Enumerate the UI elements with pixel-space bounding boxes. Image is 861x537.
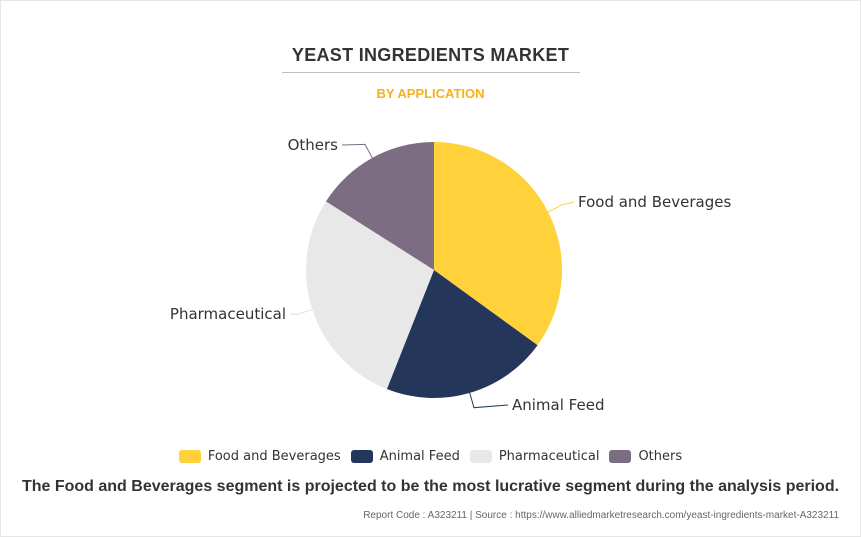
slice-label-others: Others [288, 136, 339, 154]
label-connector-pharmaceutical [289, 309, 313, 315]
legend-swatch-animal-feed [350, 450, 373, 463]
title-divider [282, 72, 580, 73]
legend-item-food-and-beverages[interactable]: Food and Beverages [178, 449, 341, 464]
legend-swatch-pharmaceutical [469, 450, 492, 463]
label-connector-animal-feed [469, 392, 509, 409]
pie-slice-food-and-beverages[interactable] [434, 142, 562, 346]
label-connector-food-and-beverages [547, 201, 575, 213]
pie-slice-pharmaceutical[interactable] [305, 201, 434, 390]
legend-swatch-others [609, 450, 632, 463]
chart-subtitle: BY APPLICATION [376, 86, 485, 101]
legend-label-food-and-beverages: Food and Beverages [207, 449, 341, 464]
legend-label-others: Others [638, 449, 683, 464]
slice-label-pharmaceutical: Pharmaceutical [170, 305, 286, 323]
legend-swatch-food-and-beverages [178, 450, 201, 463]
pie-chart: Food and Beverages Animal Feed Pharmaceuti… [170, 136, 732, 414]
chart-caption: The Food and Beverages segment is projec… [21, 478, 840, 495]
chart-title: YEAST INGREDIENTS MARKET [291, 45, 570, 65]
chart-legend: Food and Beverages Animal Feed Pharmaceu… [0, 449, 861, 464]
legend-label-pharmaceutical: Pharmaceutical [498, 449, 600, 464]
legend-item-animal-feed[interactable]: Animal Feed [350, 449, 460, 464]
slice-label-food-and-beverages: Food and Beverages [578, 193, 731, 211]
pie-slice-animal-feed[interactable] [386, 270, 538, 398]
legend-label-animal-feed: Animal Feed [379, 449, 460, 464]
legend-item-others[interactable]: Others [609, 449, 682, 464]
source-note: Report Code : A323211 | Source : https:/… [363, 510, 839, 521]
legend-item-pharmaceutical[interactable]: Pharmaceutical [469, 449, 600, 464]
slice-label-animal-feed: Animal Feed [512, 396, 604, 414]
label-connector-others [341, 143, 373, 159]
pie-slice-others[interactable] [325, 142, 434, 270]
